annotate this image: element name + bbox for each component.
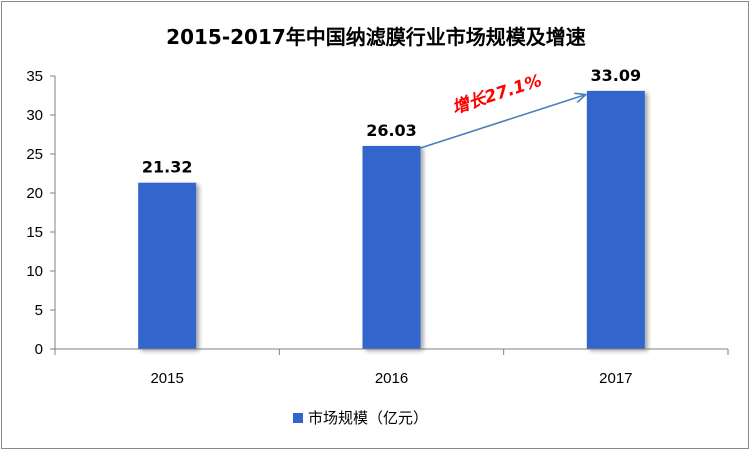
y-tick-label: 35 [26,68,43,85]
data-label-2016: 26.03 [366,121,417,140]
x-tick-label: 2017 [599,370,632,387]
legend: 市场规模（亿元） [293,409,428,427]
x-tick-label: 2015 [150,370,183,387]
y-tick-label: 25 [26,146,43,163]
legend-swatch [293,413,303,423]
growth-annotation: 增长27.1% [420,71,585,149]
chart-title: 2015-2017年中国纳滤膜行业市场规模及增速 [166,25,586,49]
bar-2017 [586,90,645,349]
x-axis-ticks: 2015 2016 2017 [54,349,729,387]
y-tick-label: 5 [35,302,43,319]
data-labels: 21.32 26.03 33.09 [142,66,641,177]
data-label-2017: 33.09 [591,66,642,85]
bar-2016 [362,145,421,349]
y-tick-label: 15 [26,224,43,241]
y-tick-label: 0 [35,341,43,358]
bars [138,90,645,349]
data-label-2015: 21.32 [142,158,193,177]
axes [54,76,728,350]
legend-label: 市场规模（亿元） [308,409,428,427]
y-tick-label: 30 [26,107,43,124]
growth-arrow [420,95,585,149]
y-tick-label: 20 [26,185,43,202]
x-tick-label: 2016 [375,370,408,387]
y-axis-ticks: 0 5 10 15 20 25 30 35 [26,68,55,358]
growth-label: 增长27.1% [450,71,545,119]
y-tick-label: 10 [26,263,43,280]
bar-2015 [138,182,197,349]
